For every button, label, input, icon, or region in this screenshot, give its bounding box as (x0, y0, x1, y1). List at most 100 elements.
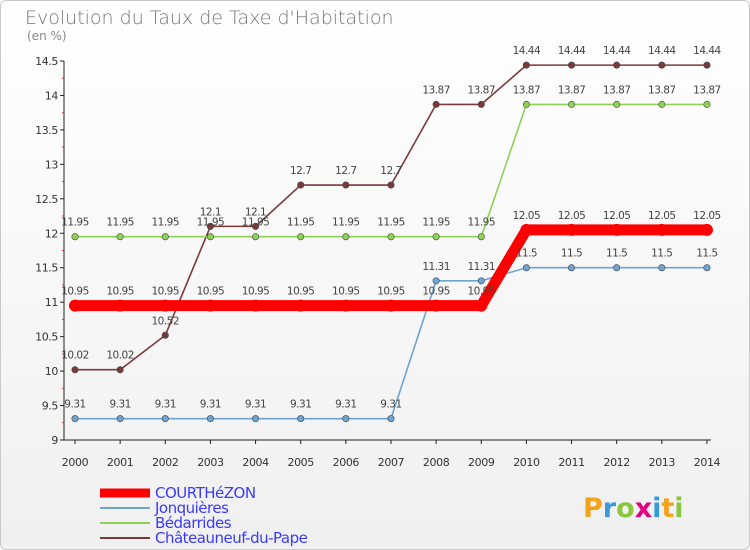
data-label: 11.95 (467, 217, 495, 229)
x-tick-label: 2005 (287, 456, 314, 469)
data-point (568, 264, 576, 272)
data-label: 14.44 (648, 45, 676, 57)
data-label: 10.95 (287, 286, 315, 298)
data-label: 13.87 (513, 84, 541, 96)
x-tick-label: 2007 (378, 456, 405, 469)
data-point (522, 264, 530, 272)
data-point (114, 299, 127, 312)
data-point (432, 277, 440, 285)
logo-letter: r (603, 493, 617, 524)
data-labels: 10.02 10.02 10.52 12.1 12.1 12.7 12.7 12.7 13.87… (61, 45, 722, 411)
logo-letter: i (674, 493, 683, 524)
data-label: 11.95 (287, 217, 315, 229)
data-label: 9.31 (200, 399, 221, 411)
data-point (703, 61, 711, 69)
data-point (161, 233, 169, 241)
data-point (249, 299, 262, 312)
data-point (297, 181, 305, 189)
data-point (252, 415, 260, 423)
data-point (297, 233, 305, 241)
data-point (522, 100, 530, 108)
data-point (71, 415, 79, 423)
logo-letter: x (635, 493, 652, 524)
data-point (613, 61, 621, 69)
x-tick-label: 2000 (62, 456, 89, 469)
data-point (568, 100, 576, 108)
data-label: 11.95 (332, 217, 360, 229)
data-label: 9.31 (64, 399, 85, 411)
data-label: 10.95 (242, 286, 270, 298)
data-label: 10.95 (106, 286, 134, 298)
series-layer (69, 61, 713, 423)
y-tick-label: 11.5 (35, 262, 58, 275)
data-label: 10.95 (151, 286, 179, 298)
data-label: 11.95 (242, 217, 270, 229)
data-point (252, 233, 260, 241)
x-tick-label: 2001 (107, 456, 133, 469)
x-tick-label: 2012 (603, 456, 629, 469)
data-label: 12.7 (290, 165, 311, 177)
x-tick-label: 2010 (513, 456, 540, 469)
data-point (655, 223, 668, 236)
data-point (159, 299, 172, 312)
data-label: 13.87 (558, 84, 586, 96)
data-label: 12.1 (200, 206, 221, 218)
data-label: 12.05 (513, 210, 541, 222)
x-tick-label: 2004 (242, 456, 269, 469)
data-label: 9.31 (245, 399, 266, 411)
data-point (522, 61, 530, 69)
data-point (116, 233, 124, 241)
data-point (387, 415, 395, 423)
data-point (206, 415, 214, 423)
x-tick-label: 2009 (468, 456, 495, 469)
data-point (206, 222, 214, 230)
data-label: 11.5 (651, 248, 672, 260)
data-label: 9.31 (335, 399, 356, 411)
data-label: 13.87 (422, 84, 450, 96)
y-tick-label: 13 (45, 158, 59, 171)
data-point (297, 415, 305, 423)
data-label: 11.95 (151, 217, 179, 229)
data-label: 9.31 (380, 399, 401, 411)
chart-subtitle: (en %) (27, 29, 67, 43)
data-point (477, 277, 485, 285)
data-label: 9.31 (109, 399, 130, 411)
y-tick-label: 9.5 (42, 400, 59, 413)
data-point (342, 233, 350, 241)
data-point (384, 299, 397, 312)
data-point (658, 61, 666, 69)
data-point (252, 222, 260, 230)
data-point (703, 264, 711, 272)
data-label: 12.05 (558, 210, 586, 222)
data-label: 11.95 (106, 217, 134, 229)
y-tick-label: 12 (45, 227, 58, 240)
data-point (339, 299, 352, 312)
data-point (568, 61, 576, 69)
data-point (432, 233, 440, 241)
data-point (475, 299, 488, 312)
data-label: 14.44 (558, 45, 586, 57)
proxiti-logo: Proxiti (583, 493, 684, 524)
data-label: 14.44 (513, 45, 541, 57)
y-tick-label: 13.5 (35, 124, 58, 137)
data-point (161, 331, 169, 339)
y-tick-label: 14.5 (35, 55, 58, 68)
data-point (116, 415, 124, 423)
legend-label: Bédarrides (155, 514, 232, 532)
data-point (658, 264, 666, 272)
x-tick-label: 2002 (152, 456, 178, 469)
legend: COURTHéZONJonquièresBédarridesChâteauneu… (100, 484, 308, 547)
data-label: 11.5 (516, 248, 537, 260)
data-label: 10.95 (377, 286, 405, 298)
legend-label: COURTHéZON (155, 484, 256, 502)
chart-title: Evolution du Taux de Taxe d'Habitation (25, 7, 394, 29)
data-label: 9.31 (290, 399, 311, 411)
data-label: 11.5 (561, 248, 582, 260)
x-tick-label: 2014 (694, 456, 721, 469)
data-label: 13.87 (603, 84, 631, 96)
data-label: 11.31 (467, 261, 495, 273)
data-point (565, 223, 578, 236)
data-label: 12.7 (335, 165, 356, 177)
data-point (477, 100, 485, 108)
